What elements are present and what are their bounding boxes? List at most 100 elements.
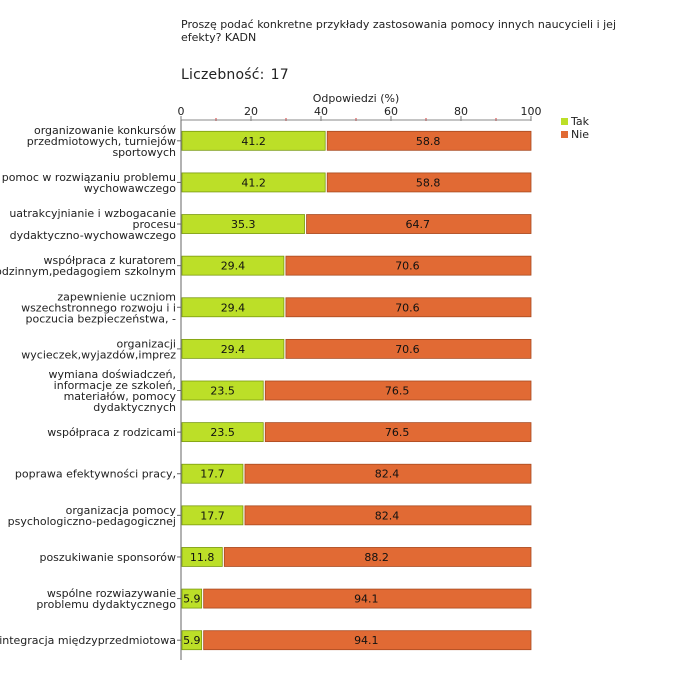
bar-nie	[285, 297, 532, 318]
data-label-nie: 70.6	[395, 260, 420, 273]
bar-nie	[244, 463, 532, 484]
bar-nie	[203, 588, 532, 609]
category-label-line: materiałów, pomocy	[64, 390, 177, 403]
bar-nie	[264, 422, 532, 443]
bar-tak	[181, 547, 223, 567]
category-label: organizowanie konkursów przedmiotowych, t…	[27, 124, 176, 159]
data-label-tak: 5.9	[183, 593, 201, 606]
bar-nie	[223, 547, 532, 567]
bar-nie	[285, 255, 532, 276]
chart-title: Proszę podać konkretne przykłady zastoso…	[181, 18, 617, 44]
category-label-line: poszukiwanie sponsorów	[39, 551, 176, 564]
bar-nie	[203, 630, 532, 651]
bar-tak	[181, 422, 264, 443]
category-label-line: poczucia bezpieczeństwa, -	[26, 312, 177, 325]
category-label-line: współpraca z rodzicami	[47, 426, 176, 439]
category-label-line: rodzinnym,pedagogiem szkolnym	[0, 265, 176, 278]
x-tick-label: 40	[314, 105, 328, 118]
bar-nie	[326, 130, 532, 151]
category-label-line: uatrakcyjnianie i wzbogacanie	[9, 207, 176, 220]
category-label-line: wszechstronnego rozwoju i i	[21, 301, 176, 314]
data-label-tak: 17.7	[200, 509, 225, 522]
data-label-tak: 11.8	[190, 551, 215, 564]
data-label-tak: 17.7	[200, 468, 225, 481]
data-label-tak: 29.4	[221, 260, 246, 273]
category-label-line: problemu dydaktycznego	[36, 598, 176, 611]
category-label: integracja międzyprzedmiotowa	[0, 634, 176, 647]
category-label: organizacji wycieczek,wyjazdów,imprez	[21, 337, 176, 361]
x-axis-label: Odpowiedzi (%)	[313, 92, 400, 105]
x-tick-label: 100	[521, 105, 542, 118]
bar-tak	[181, 297, 285, 318]
legend-label: Nie	[571, 128, 589, 141]
category-label: współpraca z kuratorem rodzinnym,pedagogi…	[0, 254, 176, 278]
data-label-tak: 41.2	[241, 135, 266, 148]
data-label-tak: 5.9	[183, 634, 201, 647]
category-label-line: przedmiotowych, turniejów	[27, 135, 176, 148]
bar-tak	[181, 255, 285, 276]
category-label-line: poprawa efektywności pracy,	[15, 468, 176, 481]
legend-label: Tak	[570, 115, 590, 128]
sample-size: Liczebność: 17	[181, 67, 289, 83]
category-label: uatrakcyjnianie i wzbogacanie procesu dyda…	[9, 207, 176, 242]
data-label-nie: 76.5	[385, 426, 410, 439]
category-label: wymiana doświadczeń, informacje ze szkole…	[48, 368, 176, 414]
data-label-nie: 70.6	[395, 301, 420, 314]
category-label-line: informacje ze szkoleń,	[54, 379, 176, 392]
category-label-line: organizowanie konkursów	[34, 124, 176, 137]
x-tick-label: 80	[454, 105, 468, 118]
category-label-line: współpraca z kuratorem	[44, 254, 176, 267]
category-label: poszukiwanie sponsorów	[39, 551, 176, 564]
category-label-line: procesu	[132, 218, 176, 231]
category-label-line: wycieczek,wyjazdów,imprez	[21, 348, 176, 361]
category-label-line: integracja międzyprzedmiotowa	[0, 634, 176, 647]
bar-tak	[181, 380, 264, 401]
bar-nie	[326, 172, 532, 193]
data-label-nie: 94.1	[354, 634, 379, 647]
category-label-line: organizacja pomocy	[66, 504, 177, 517]
data-label-nie: 58.8	[416, 135, 441, 148]
x-tick-label: 0	[178, 105, 185, 118]
category-label: poprawa efektywności pracy,	[15, 468, 176, 481]
data-label-tak: 23.5	[210, 426, 235, 439]
data-label-tak: 29.4	[221, 343, 246, 356]
category-label-line: wymiana doświadczeń,	[48, 368, 176, 381]
data-label-nie: 82.4	[375, 509, 400, 522]
category-label: zapewnienie uczniom wszechstronnego rozwo…	[21, 290, 176, 325]
category-label-line: sportowych	[112, 146, 176, 159]
bar-tak	[181, 172, 326, 193]
bar-tak	[181, 463, 244, 484]
bar-tak	[181, 214, 305, 234]
category-label-line: psychologiczno-pedagogicznej	[8, 515, 176, 528]
legend-swatch	[561, 118, 568, 125]
data-label-tak: 41.2	[241, 176, 266, 189]
category-label-line: wspólne rozwiazywanie	[47, 587, 176, 600]
category-label-line: dydaktyczno-wychowawczego	[10, 229, 177, 242]
sample-size-label: Liczebność:	[181, 67, 265, 83]
x-tick-label: 20	[244, 105, 258, 118]
sample-size-value: 17	[270, 67, 289, 83]
bar-nie	[306, 214, 532, 234]
bar-tak	[181, 130, 326, 151]
data-label-tak: 35.3	[231, 218, 256, 231]
category-label-line: organizacji	[117, 337, 177, 350]
data-label-nie: 94.1	[354, 593, 379, 606]
category-label-line: pomoc w rozwiązaniu problemu	[2, 171, 176, 184]
data-label-nie: 58.8	[416, 176, 441, 189]
bar-tak	[181, 505, 244, 526]
bar-tak	[181, 630, 203, 651]
category-label: współpraca z rodzicami	[47, 426, 176, 439]
data-label-tak: 29.4	[221, 301, 246, 314]
category-label: organizacja pomocy psychologiczno-pedagog…	[8, 504, 177, 528]
data-label-nie: 76.5	[385, 385, 410, 398]
data-label-nie: 82.4	[375, 468, 400, 481]
bar-tak	[181, 588, 203, 609]
x-tick-label: 60	[384, 105, 398, 118]
legend-swatch	[561, 131, 568, 138]
category-label: wspólne rozwiazywanie problemu dydaktyczn…	[36, 587, 176, 611]
category-label-line: wychowawczego	[84, 182, 177, 195]
bar-nie	[285, 338, 532, 359]
data-label-nie: 64.7	[406, 218, 431, 231]
bar-nie	[264, 380, 532, 401]
data-label-nie: 70.6	[395, 343, 420, 356]
